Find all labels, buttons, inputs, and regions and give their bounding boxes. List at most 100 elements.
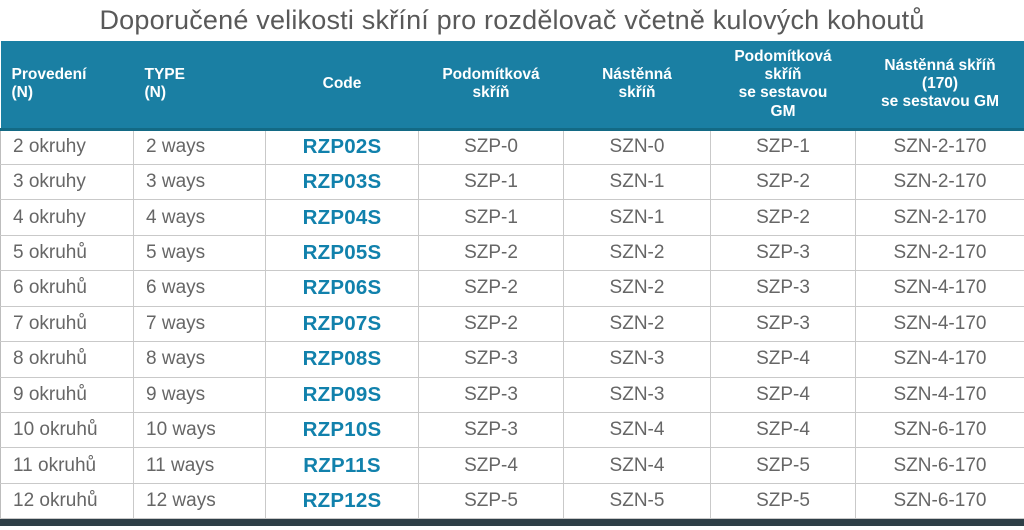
cell-type: 4 ways [133, 199, 266, 236]
cell-nastenna-skrin: SZN-2 [563, 306, 711, 343]
cell-provedeni: 10 okruhů [0, 412, 134, 449]
table-header: Provedení (N) TYPE (N) Code Podomítková skř… [0, 41, 1024, 131]
cell-provedeni: 8 okruhů [0, 341, 134, 378]
cell-podomitkova-skrin-gm: SZP-4 [710, 377, 856, 414]
cell-podomitkova-skrin-gm: SZP-3 [710, 235, 856, 272]
cell-code: RZP10S [265, 412, 419, 449]
cell-type: 3 ways [133, 164, 266, 201]
cell-podomitkova-skrin-gm: SZP-5 [710, 447, 856, 484]
column-header-code: Code [265, 41, 419, 131]
cell-type: 12 ways [133, 483, 266, 520]
cell-provedeni: 4 okruhy [0, 199, 134, 236]
cell-nastenna-skrin: SZN-4 [563, 447, 711, 484]
cell-nastenna-skrin: SZN-1 [563, 164, 711, 201]
cell-nastenna-skrin: SZN-3 [563, 341, 711, 378]
column-header-type: TYPE (N) [133, 41, 266, 131]
table-row: 8 okruhů 8 ways RZP08S SZP-3 SZN-3 SZP-4 SZN-4… [0, 341, 1024, 378]
cell-nastenna-skrin-170-gm: SZN-4-170 [855, 306, 1024, 343]
cell-podomitkova-skrin-gm: SZP-2 [710, 164, 856, 201]
cell-provedeni: 5 okruhů [0, 235, 134, 272]
cell-podomitkova-skrin: SZP-1 [418, 164, 564, 201]
table-body: 2 okruhy 2 ways RZP02S SZP-0 SZN-0 SZP-1 SZN-2… [0, 129, 1024, 520]
cell-type: 6 ways [133, 270, 266, 307]
cell-nastenna-skrin-170-gm: SZN-2-170 [855, 129, 1024, 165]
cell-code: RZP08S [265, 341, 419, 378]
cell-podomitkova-skrin: SZP-2 [418, 270, 564, 307]
cell-podomitkova-skrin: SZP-4 [418, 447, 564, 484]
cell-nastenna-skrin: SZN-4 [563, 412, 711, 449]
cell-type: 8 ways [133, 341, 266, 378]
cell-code: RZP05S [265, 235, 419, 272]
cell-nastenna-skrin: SZN-5 [563, 483, 711, 520]
cell-podomitkova-skrin-gm: SZP-2 [710, 199, 856, 236]
table-row: 12 okruhů 12 ways RZP12S SZP-5 SZN-5 SZP-5 SZN… [0, 483, 1024, 520]
column-header-nastenna-skrin: Nástěnná skříň [563, 41, 711, 131]
cell-podomitkova-skrin-gm: SZP-4 [710, 341, 856, 378]
table-bottom-bar [0, 519, 1024, 527]
cell-type: 7 ways [133, 306, 266, 343]
cell-nastenna-skrin-170-gm: SZN-2-170 [855, 164, 1024, 201]
header-row: Provedení (N) TYPE (N) Code Podomítková skř… [0, 41, 1024, 131]
cell-podomitkova-skrin: SZP-3 [418, 412, 564, 449]
cell-nastenna-skrin-170-gm: SZN-6-170 [855, 412, 1024, 449]
spec-table: Provedení (N) TYPE (N) Code Podomítková skř… [0, 41, 1024, 520]
cell-nastenna-skrin-170-gm: SZN-4-170 [855, 377, 1024, 414]
table-row: 10 okruhů 10 ways RZP10S SZP-3 SZN-4 SZP-4 SZN… [0, 412, 1024, 449]
cell-podomitkova-skrin-gm: SZP-3 [710, 270, 856, 307]
cell-nastenna-skrin-170-gm: SZN-2-170 [855, 199, 1024, 236]
column-header-podomitkova-skrin: Podomítková skříň [418, 41, 564, 131]
cell-nastenna-skrin-170-gm: SZN-4-170 [855, 341, 1024, 378]
cell-code: RZP07S [265, 306, 419, 343]
cell-type: 2 ways [133, 129, 266, 165]
column-header-nastenna-skrin-170-gm: Nástěnná skříň (170) se sestavou GM [855, 41, 1024, 131]
cell-nastenna-skrin-170-gm: SZN-4-170 [855, 270, 1024, 307]
cell-code: RZP02S [265, 129, 419, 165]
cell-provedeni: 11 okruhů [0, 447, 134, 484]
cell-nastenna-skrin: SZN-0 [563, 129, 711, 165]
cell-nastenna-skrin: SZN-2 [563, 270, 711, 307]
cell-code: RZP04S [265, 199, 419, 236]
cell-provedeni: 3 okruhy [0, 164, 134, 201]
table-row: 11 okruhů 11 ways RZP11S SZP-4 SZN-4 SZP-5 SZN… [0, 447, 1024, 484]
cell-type: 11 ways [133, 447, 266, 484]
cell-code: RZP03S [265, 164, 419, 201]
cell-provedeni: 12 okruhů [0, 483, 134, 520]
table-row: 4 okruhy 4 ways RZP04S SZP-1 SZN-1 SZP-2 SZN-2… [0, 199, 1024, 236]
cell-code: RZP11S [265, 447, 419, 484]
cell-podomitkova-skrin: SZP-5 [418, 483, 564, 520]
cell-code: RZP09S [265, 377, 419, 414]
cell-podomitkova-skrin: SZP-0 [418, 129, 564, 165]
cell-provedeni: 9 okruhů [0, 377, 134, 414]
table-row: 7 okruhů 7 ways RZP07S SZP-2 SZN-2 SZP-3 SZN-4… [0, 306, 1024, 343]
cell-nastenna-skrin: SZN-1 [563, 199, 711, 236]
column-header-provedeni: Provedení (N) [0, 41, 134, 131]
cell-nastenna-skrin: SZN-3 [563, 377, 711, 414]
column-header-podomitkova-skrin-gm: Podomítková skříň se sestavou GM [710, 41, 856, 131]
page-title: Doporučené velikosti skříní pro rozdělov… [99, 5, 925, 35]
table-row: 2 okruhy 2 ways RZP02S SZP-0 SZN-0 SZP-1 SZN-2… [0, 129, 1024, 165]
cell-type: 10 ways [133, 412, 266, 449]
cell-podomitkova-skrin: SZP-3 [418, 377, 564, 414]
cell-podomitkova-skrin-gm: SZP-5 [710, 483, 856, 520]
table-row: 3 okruhy 3 ways RZP03S SZP-1 SZN-1 SZP-2 SZN-2… [0, 164, 1024, 201]
cell-podomitkova-skrin: SZP-3 [418, 341, 564, 378]
cell-provedeni: 6 okruhů [0, 270, 134, 307]
cell-podomitkova-skrin-gm: SZP-4 [710, 412, 856, 449]
cell-provedeni: 2 okruhy [0, 129, 134, 165]
cell-nastenna-skrin: SZN-2 [563, 235, 711, 272]
cell-code: RZP12S [265, 483, 419, 520]
table-row: 5 okruhů 5 ways RZP05S SZP-2 SZN-2 SZP-3 SZN-2… [0, 235, 1024, 272]
cell-provedeni: 7 okruhů [0, 306, 134, 343]
cell-type: 9 ways [133, 377, 266, 414]
cell-podomitkova-skrin: SZP-2 [418, 235, 564, 272]
cell-podomitkova-skrin: SZP-2 [418, 306, 564, 343]
cell-nastenna-skrin-170-gm: SZN-2-170 [855, 235, 1024, 272]
cell-nastenna-skrin-170-gm: SZN-6-170 [855, 483, 1024, 520]
cell-podomitkova-skrin: SZP-1 [418, 199, 564, 236]
cell-type: 5 ways [133, 235, 266, 272]
table-row: 6 okruhů 6 ways RZP06S SZP-2 SZN-2 SZP-3 SZN-4… [0, 270, 1024, 307]
table-row: 9 okruhů 9 ways RZP09S SZP-3 SZN-3 SZP-4 SZN-4… [0, 377, 1024, 414]
cell-podomitkova-skrin-gm: SZP-3 [710, 306, 856, 343]
cell-code: RZP06S [265, 270, 419, 307]
cell-nastenna-skrin-170-gm: SZN-6-170 [855, 447, 1024, 484]
